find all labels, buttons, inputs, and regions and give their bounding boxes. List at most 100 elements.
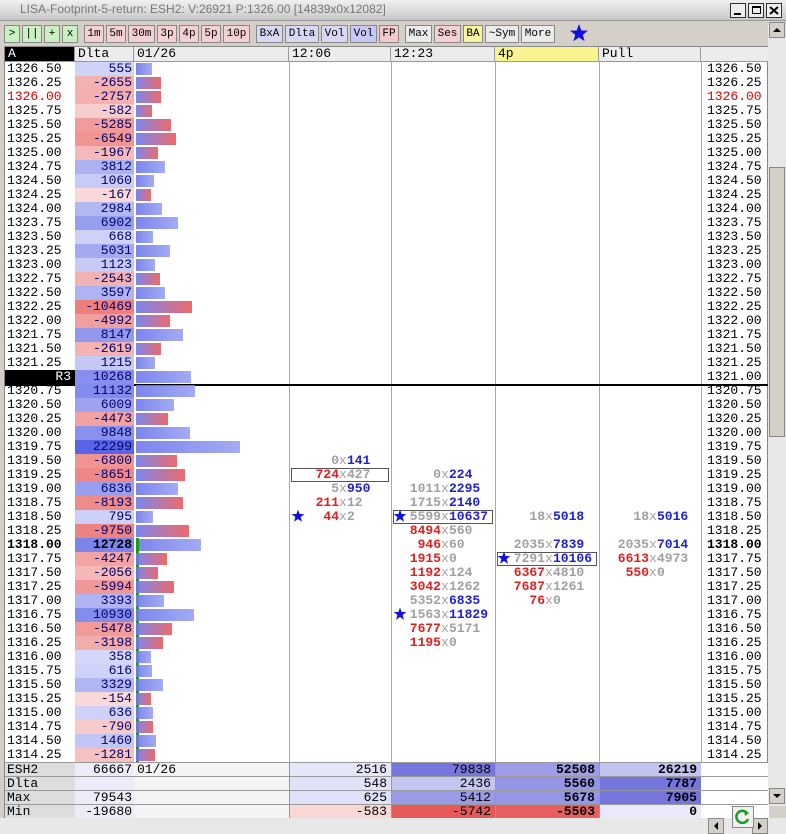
toolbar-button[interactable]: 5m: [106, 25, 126, 43]
minimize-button[interactable]: [730, 3, 746, 18]
bid-volume: 0: [331, 453, 339, 468]
profile-bar: [136, 455, 178, 467]
toolbar-button[interactable]: x: [62, 25, 78, 43]
price-label-right: 1319.75: [707, 439, 762, 454]
summary-date: [134, 804, 289, 818]
toolbar-button[interactable]: Dlta: [285, 25, 319, 43]
ask-volume: 5171: [449, 621, 481, 636]
scroll-down[interactable]: [769, 788, 785, 804]
price-label-right: 1324.50: [707, 173, 762, 188]
summary-label: Dlta: [5, 776, 75, 791]
delta-cell: -8651: [75, 468, 134, 482]
price-label-right: 1320.75: [707, 383, 762, 398]
cell-box: [291, 468, 389, 482]
delta-cell: 3329: [75, 678, 134, 692]
bid-volume: 2035: [513, 537, 545, 552]
toolbar-button[interactable]: Max: [405, 25, 432, 43]
delta-cell: 12728: [75, 538, 134, 552]
bid-volume: 1011: [409, 481, 441, 496]
toolbar-button[interactable]: >: [4, 25, 20, 43]
separator: x: [441, 565, 449, 580]
ask-volume: 10637: [449, 509, 489, 524]
price-label-right: 1321.00: [707, 369, 762, 384]
toolbar-button[interactable]: 1m: [84, 25, 104, 43]
refresh-button[interactable]: [732, 806, 754, 828]
column-header: 12:23: [391, 47, 495, 62]
bid-volume: 1563: [409, 607, 441, 622]
profile-bar: [136, 315, 171, 327]
price-label-right: 1317.50: [707, 565, 762, 580]
price-label: 1323.75: [7, 215, 62, 230]
toolbar-button[interactable]: 3p: [157, 25, 177, 43]
price-label-right: 1326.00: [707, 89, 762, 104]
bid-volume: 18: [633, 509, 649, 524]
profile-bar: [136, 637, 163, 649]
price-label: 1322.50: [7, 285, 62, 300]
profile-bar: [136, 539, 202, 551]
bid-volume: 7291: [513, 551, 545, 566]
column-header: 4p: [495, 47, 599, 62]
summary-value: -5503: [495, 804, 599, 819]
row-marker: R3: [5, 370, 75, 384]
ask-volume: 4973: [657, 551, 689, 566]
star-button[interactable]: [569, 23, 589, 43]
toolbar-button[interactable]: +: [44, 25, 60, 43]
profile-bar: [136, 91, 162, 103]
toolbar-button[interactable]: 4p: [179, 25, 199, 43]
scroll-left[interactable]: [708, 818, 724, 834]
price-label: 1323.50: [7, 229, 62, 244]
price-label-right: 1323.50: [707, 229, 762, 244]
profile-bar: [136, 469, 185, 481]
column-header: 12:06: [289, 47, 391, 62]
summary-label: Max: [5, 790, 75, 805]
summary-total: 79543: [75, 790, 134, 805]
bid-volume: 6367: [513, 565, 545, 580]
horizontal-scrollbar[interactable]: [0, 818, 786, 834]
toolbar-button[interactable]: ||: [22, 25, 42, 43]
delta-cell: -2543: [75, 272, 134, 286]
toolbar-button[interactable]: BA: [463, 25, 483, 43]
maximize-button[interactable]: [748, 3, 764, 18]
separator: x: [339, 481, 347, 496]
close-button[interactable]: [766, 3, 782, 18]
summary-value: -5742: [391, 804, 495, 819]
session-line: [136, 538, 139, 762]
scroll-thumb[interactable]: [769, 167, 785, 437]
toolbar-button[interactable]: Vol: [350, 25, 377, 43]
price-label: 1322.00: [7, 313, 62, 328]
ask-volume: 5018: [553, 509, 585, 524]
ask-volume: 10106: [553, 551, 593, 566]
price-label-right: 1315.25: [707, 691, 762, 706]
toolbar-button[interactable]: 5p: [201, 25, 221, 43]
toolbar-button[interactable]: ~Sym: [485, 25, 519, 43]
toolbar-button[interactable]: More: [521, 25, 555, 43]
separator: x: [441, 551, 449, 566]
toolbar-button[interactable]: FP: [379, 25, 399, 43]
summary-value: 7787: [599, 776, 701, 791]
summary-filler: [701, 762, 769, 776]
separator: x: [441, 495, 449, 510]
ask-volume: 7014: [657, 537, 689, 552]
vertical-scrollbar[interactable]: [768, 22, 786, 806]
ask-volume: 2: [347, 509, 355, 524]
delta-cell: -6549: [75, 132, 134, 146]
delta-cell: -10469: [75, 300, 134, 314]
toolbar-button[interactable]: Vol: [321, 25, 348, 43]
profile-bar: [136, 329, 183, 341]
toolbar-button[interactable]: Ses: [434, 25, 461, 43]
separator: x: [649, 551, 657, 566]
icon: [291, 509, 305, 522]
separator: x: [545, 565, 553, 580]
price-label-right: 1321.75: [707, 327, 762, 342]
ask-volume: 2295: [449, 481, 481, 496]
toolbar-button[interactable]: BxA: [256, 25, 283, 43]
price-label: 1315.50: [7, 677, 62, 692]
toolbar-button[interactable]: 10p: [223, 25, 250, 43]
scroll-right[interactable]: [752, 818, 768, 834]
price-label: 1326.50: [7, 61, 62, 76]
scroll-up[interactable]: [769, 22, 785, 38]
toolbar-button[interactable]: 30m: [128, 25, 155, 43]
ask-volume: 0: [553, 593, 561, 608]
bid-volume: 211: [315, 495, 339, 510]
profile-bar: [136, 595, 164, 607]
